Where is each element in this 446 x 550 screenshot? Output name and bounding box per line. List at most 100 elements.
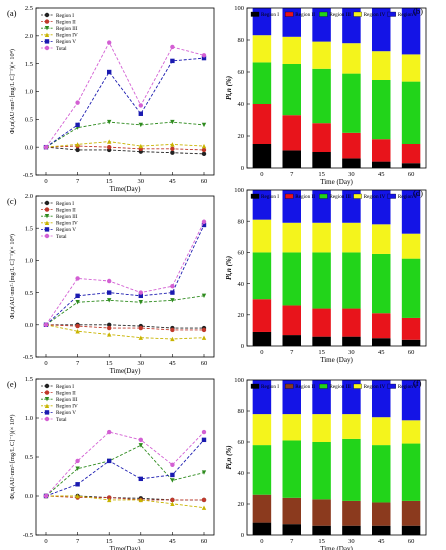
- data-point: [170, 497, 175, 503]
- series-line: [45, 324, 205, 340]
- data-point: [107, 278, 112, 284]
- bar-segment: [312, 336, 331, 346]
- data-point: [138, 497, 143, 503]
- bar-stack: [252, 8, 272, 168]
- legend-marker: [44, 26, 50, 31]
- x-axis-title: Time (Day): [320, 178, 353, 186]
- legend-label: Region II: [295, 12, 315, 18]
- series-line: [45, 145, 205, 151]
- series-region-iii: [43, 293, 207, 327]
- legend-marker: [44, 416, 50, 422]
- data-point: [107, 69, 112, 75]
- data-point: [107, 497, 112, 503]
- data-point: [201, 437, 207, 443]
- bar-segment: [252, 252, 272, 300]
- x-tick-label: 0: [260, 538, 263, 545]
- data-point: [201, 429, 207, 435]
- bar-segment: [342, 8, 361, 44]
- data-point: [201, 470, 207, 475]
- legend-swatch: [353, 383, 362, 389]
- data-point: [201, 143, 207, 149]
- y-tick-label: -0.5: [23, 354, 33, 361]
- y-axis-title: Pi,n (%): [225, 76, 233, 100]
- bar-segment: [342, 73, 361, 133]
- legend-swatch: [387, 383, 396, 389]
- legend-label: Region IV: [364, 12, 386, 18]
- bar-stack: [282, 8, 301, 168]
- x-tick-label: 0: [260, 349, 263, 356]
- stacked-bar-chart-b: 0 20 40 60 80 100 0 7 15 30 45 60 Time (Day) Pi,n (%)…: [225, 5, 427, 186]
- data-point: [201, 335, 207, 340]
- bar-segment: [282, 222, 301, 253]
- legend-marker: [44, 227, 50, 232]
- legend-marker: [44, 214, 50, 219]
- legend-label: Region I: [261, 12, 279, 18]
- bar-segment: [312, 308, 331, 337]
- y-tick-label: 0.5: [25, 117, 33, 124]
- panel-label: (c): [7, 196, 17, 206]
- series-line: [45, 495, 204, 501]
- bar-stack: [401, 190, 421, 346]
- bar-segment: [252, 299, 272, 332]
- bar-segment: [401, 81, 421, 144]
- bar-segment: [282, 524, 301, 535]
- bar-stack: [282, 380, 301, 535]
- series-line: [45, 439, 205, 497]
- legend-swatch: [353, 11, 362, 17]
- x-tick-label: 30: [138, 538, 145, 545]
- data-point: [43, 493, 49, 499]
- x-tick-label: 0: [44, 538, 47, 545]
- legend-label: Region III: [56, 26, 78, 32]
- data-point: [75, 300, 80, 305]
- data-point: [75, 323, 80, 329]
- x-tick-label: 15: [318, 349, 325, 356]
- data-point: [201, 122, 207, 128]
- bar-segment: [312, 525, 331, 535]
- data-point: [107, 495, 112, 500]
- legend-label: Region II: [56, 19, 76, 25]
- legend-label: Region I: [261, 384, 279, 390]
- bar-segment: [312, 442, 331, 500]
- data-point: [170, 327, 175, 333]
- x-tick-label: 15: [318, 538, 325, 545]
- legend-label: Region IV: [56, 404, 78, 410]
- bar-segment: [401, 54, 421, 82]
- x-axis-title: Time(Day): [110, 545, 142, 550]
- bar-segment: [282, 64, 301, 116]
- data-point: [201, 327, 207, 333]
- x-axis-title: Time (Day): [320, 356, 353, 364]
- legend-marker: [44, 390, 50, 395]
- x-tick-label: 45: [378, 538, 385, 545]
- bar-segment: [372, 525, 391, 535]
- data-point: [107, 322, 112, 327]
- series-total: [43, 40, 207, 150]
- legend-marker: [44, 45, 50, 51]
- data-point: [170, 146, 175, 152]
- bar-segment: [342, 500, 361, 526]
- legend-marker: [44, 39, 50, 44]
- legend-swatch: [285, 11, 294, 17]
- legend-marker: [44, 32, 50, 37]
- legend-label: Region IV: [364, 194, 386, 200]
- bar-stack: [401, 8, 421, 168]
- bar-segment: [252, 331, 272, 346]
- bar-segment: [282, 252, 301, 306]
- series-line: [45, 146, 205, 155]
- bar-stack: [252, 380, 272, 535]
- series-line: [45, 121, 205, 148]
- series-line: [46, 324, 204, 329]
- data-point: [138, 122, 143, 128]
- legend-label: Region V: [398, 12, 418, 18]
- legend-label: Region V: [398, 194, 418, 200]
- series-line: [46, 495, 205, 509]
- legend-label: Region II: [56, 207, 76, 213]
- data-point: [201, 505, 207, 510]
- bar-segment: [372, 161, 391, 168]
- bar-segment: [372, 338, 391, 346]
- bar-segment: [342, 308, 361, 337]
- legend-label: Total: [56, 234, 67, 240]
- y-axis-title: Φi,n(AU·nm²·[mg/L C]⁻¹)(× 10⁴): [9, 49, 16, 134]
